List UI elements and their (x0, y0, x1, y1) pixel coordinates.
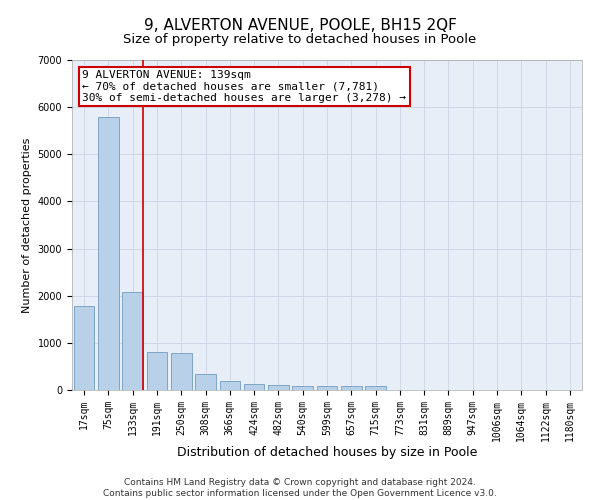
Bar (195, 374, 216, 390)
Bar (146, 352, 167, 390)
Bar (317, 386, 337, 390)
Y-axis label: Number of detached properties: Number of detached properties (22, 138, 32, 312)
Text: Contains HM Land Registry data © Crown copyright and database right 2024.
Contai: Contains HM Land Registry data © Crown c… (103, 478, 497, 498)
X-axis label: Distribution of detached houses by size in Poole: Distribution of detached houses by size … (177, 446, 477, 460)
Bar (365, 386, 386, 390)
Bar (74, 306, 94, 390)
Bar (292, 386, 313, 390)
Text: 9 ALVERTON AVENUE: 139sqm
← 70% of detached houses are smaller (7,781)
30% of se: 9 ALVERTON AVENUE: 139sqm ← 70% of detac… (82, 70, 406, 103)
Bar (341, 386, 362, 390)
Bar (171, 353, 191, 390)
Text: Size of property relative to detached houses in Poole: Size of property relative to detached ho… (124, 32, 476, 46)
Bar (122, 292, 143, 390)
Bar (220, 381, 240, 390)
Bar (244, 384, 265, 390)
Bar (268, 385, 289, 390)
Text: 9, ALVERTON AVENUE, POOLE, BH15 2QF: 9, ALVERTON AVENUE, POOLE, BH15 2QF (143, 18, 457, 32)
Bar (98, 116, 119, 390)
